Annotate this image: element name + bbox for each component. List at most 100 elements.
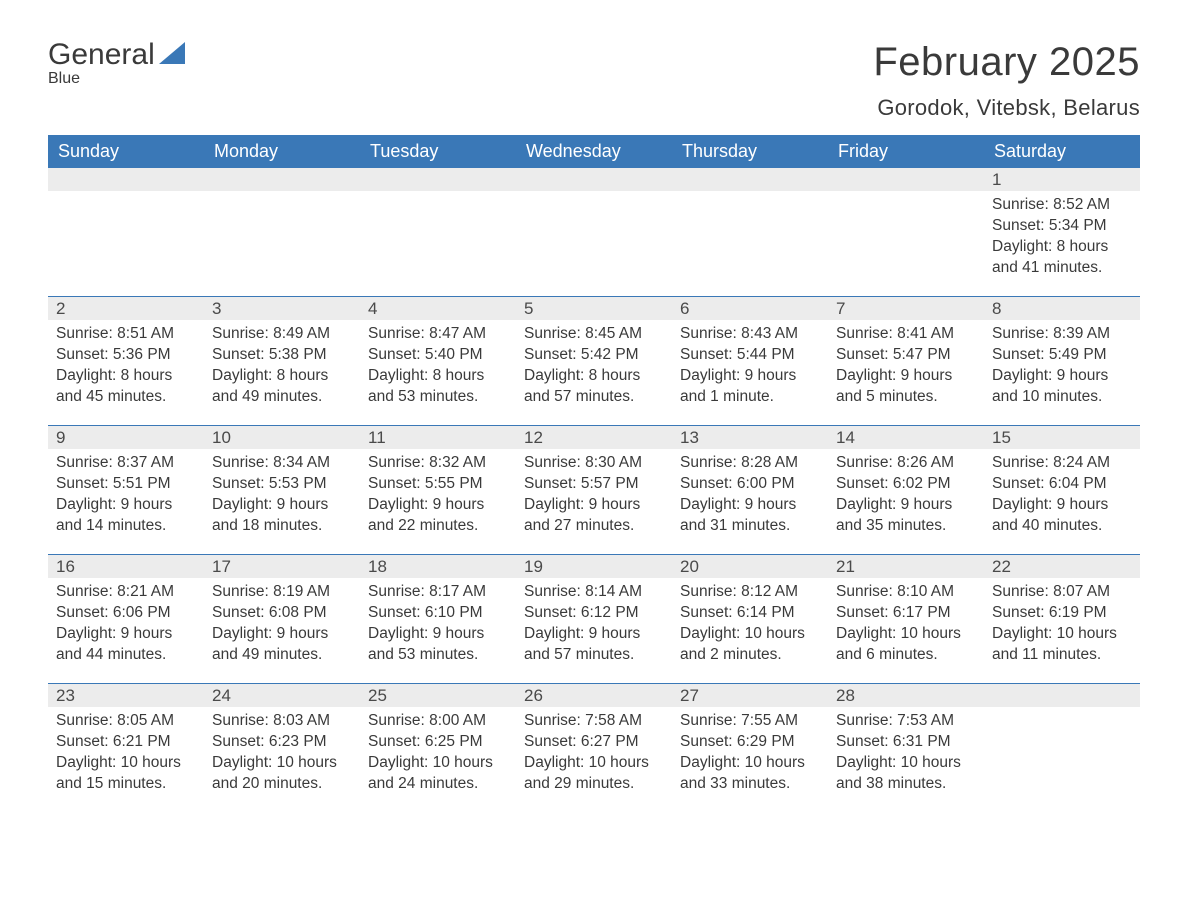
calendar-cell: 13Sunrise: 8:28 AMSunset: 6:00 PMDayligh… [672,426,828,554]
sunset-text: Sunset: 6:29 PM [680,732,820,753]
sunset-text: Sunset: 5:47 PM [836,345,976,366]
day-details: Sunrise: 8:24 AMSunset: 6:04 PMDaylight:… [984,449,1140,537]
sunrise-text: Sunrise: 8:14 AM [524,582,664,603]
daylight-text-1: Daylight: 9 hours [368,495,508,516]
sunrise-text: Sunrise: 8:37 AM [56,453,196,474]
day-number: 25 [360,684,516,707]
day-details: Sunrise: 7:58 AMSunset: 6:27 PMDaylight:… [516,707,672,795]
calendar-cell: 4Sunrise: 8:47 AMSunset: 5:40 PMDaylight… [360,297,516,425]
day-details: Sunrise: 8:05 AMSunset: 6:21 PMDaylight:… [48,707,204,795]
sunrise-text: Sunrise: 7:58 AM [524,711,664,732]
month-title: February 2025 [873,40,1140,85]
sunrise-text: Sunrise: 8:00 AM [368,711,508,732]
daylight-text-1: Daylight: 10 hours [836,624,976,645]
day-number [672,168,828,191]
sunset-text: Sunset: 5:51 PM [56,474,196,495]
sunset-text: Sunset: 6:14 PM [680,603,820,624]
daylight-text-2: and 24 minutes. [368,774,508,795]
daylight-text-1: Daylight: 9 hours [368,624,508,645]
daylight-text-2: and 44 minutes. [56,645,196,666]
daylight-text-1: Daylight: 10 hours [836,753,976,774]
sunrise-text: Sunrise: 8:45 AM [524,324,664,345]
daylight-text-2: and 33 minutes. [680,774,820,795]
daylight-text-1: Daylight: 8 hours [56,366,196,387]
daylight-text-2: and 40 minutes. [992,516,1132,537]
daylight-text-2: and 53 minutes. [368,645,508,666]
day-number: 16 [48,555,204,578]
day-details: Sunrise: 8:37 AMSunset: 5:51 PMDaylight:… [48,449,204,537]
daylight-text-1: Daylight: 9 hours [524,624,664,645]
sunrise-text: Sunrise: 8:21 AM [56,582,196,603]
day-details: Sunrise: 8:41 AMSunset: 5:47 PMDaylight:… [828,320,984,408]
day-number: 13 [672,426,828,449]
day-number: 1 [984,168,1140,191]
day-number: 11 [360,426,516,449]
day-details: Sunrise: 8:47 AMSunset: 5:40 PMDaylight:… [360,320,516,408]
calendar-cell: 25Sunrise: 8:00 AMSunset: 6:25 PMDayligh… [360,684,516,812]
day-number: 24 [204,684,360,707]
calendar-week: 2Sunrise: 8:51 AMSunset: 5:36 PMDaylight… [48,296,1140,425]
calendar-cell: 12Sunrise: 8:30 AMSunset: 5:57 PMDayligh… [516,426,672,554]
daylight-text-1: Daylight: 9 hours [836,366,976,387]
daylight-text-2: and 57 minutes. [524,645,664,666]
calendar-cell: 28Sunrise: 7:53 AMSunset: 6:31 PMDayligh… [828,684,984,812]
daylight-text-1: Daylight: 9 hours [212,624,352,645]
sunset-text: Sunset: 5:44 PM [680,345,820,366]
daylight-text-1: Daylight: 10 hours [992,624,1132,645]
day-details: Sunrise: 8:19 AMSunset: 6:08 PMDaylight:… [204,578,360,666]
daylight-text-2: and 35 minutes. [836,516,976,537]
day-details: Sunrise: 8:34 AMSunset: 5:53 PMDaylight:… [204,449,360,537]
sunrise-text: Sunrise: 8:41 AM [836,324,976,345]
daylight-text-2: and 49 minutes. [212,645,352,666]
daylight-text-1: Daylight: 10 hours [212,753,352,774]
daylight-text-1: Daylight: 9 hours [992,495,1132,516]
daylight-text-1: Daylight: 10 hours [680,624,820,645]
sunset-text: Sunset: 5:34 PM [992,216,1132,237]
sunset-text: Sunset: 6:19 PM [992,603,1132,624]
sunrise-text: Sunrise: 8:47 AM [368,324,508,345]
day-number: 22 [984,555,1140,578]
sunset-text: Sunset: 6:25 PM [368,732,508,753]
sunrise-text: Sunrise: 7:53 AM [836,711,976,732]
daylight-text-2: and 41 minutes. [992,258,1132,279]
sunset-text: Sunset: 6:27 PM [524,732,664,753]
sunset-text: Sunset: 6:04 PM [992,474,1132,495]
day-number [828,168,984,191]
day-details: Sunrise: 8:07 AMSunset: 6:19 PMDaylight:… [984,578,1140,666]
day-number [984,684,1140,707]
calendar-cell: 2Sunrise: 8:51 AMSunset: 5:36 PMDaylight… [48,297,204,425]
daylight-text-1: Daylight: 8 hours [992,237,1132,258]
dayname-header: Sunday Monday Tuesday Wednesday Thursday… [48,135,1140,168]
sunset-text: Sunset: 6:00 PM [680,474,820,495]
daylight-text-1: Daylight: 10 hours [524,753,664,774]
calendar-cell [48,168,204,296]
daylight-text-1: Daylight: 9 hours [680,366,820,387]
sunset-text: Sunset: 5:40 PM [368,345,508,366]
day-number: 14 [828,426,984,449]
calendar-cell: 5Sunrise: 8:45 AMSunset: 5:42 PMDaylight… [516,297,672,425]
sunrise-text: Sunrise: 8:30 AM [524,453,664,474]
day-details: Sunrise: 8:03 AMSunset: 6:23 PMDaylight:… [204,707,360,795]
daylight-text-1: Daylight: 8 hours [212,366,352,387]
sunset-text: Sunset: 6:23 PM [212,732,352,753]
daylight-text-2: and 18 minutes. [212,516,352,537]
sunset-text: Sunset: 5:53 PM [212,474,352,495]
calendar-cell: 21Sunrise: 8:10 AMSunset: 6:17 PMDayligh… [828,555,984,683]
calendar-cell [516,168,672,296]
title-block: February 2025 Gorodok, Vitebsk, Belarus [873,40,1140,121]
day-number [48,168,204,191]
day-number: 8 [984,297,1140,320]
sunrise-text: Sunrise: 8:07 AM [992,582,1132,603]
logo: General Blue [48,40,185,88]
daylight-text-2: and 38 minutes. [836,774,976,795]
dayname: Friday [828,135,984,168]
day-number: 26 [516,684,672,707]
sunrise-text: Sunrise: 8:39 AM [992,324,1132,345]
day-number: 28 [828,684,984,707]
sunset-text: Sunset: 5:36 PM [56,345,196,366]
day-details: Sunrise: 8:26 AMSunset: 6:02 PMDaylight:… [828,449,984,537]
daylight-text-2: and 20 minutes. [212,774,352,795]
daylight-text-1: Daylight: 8 hours [368,366,508,387]
day-number: 10 [204,426,360,449]
calendar-cell [984,684,1140,812]
